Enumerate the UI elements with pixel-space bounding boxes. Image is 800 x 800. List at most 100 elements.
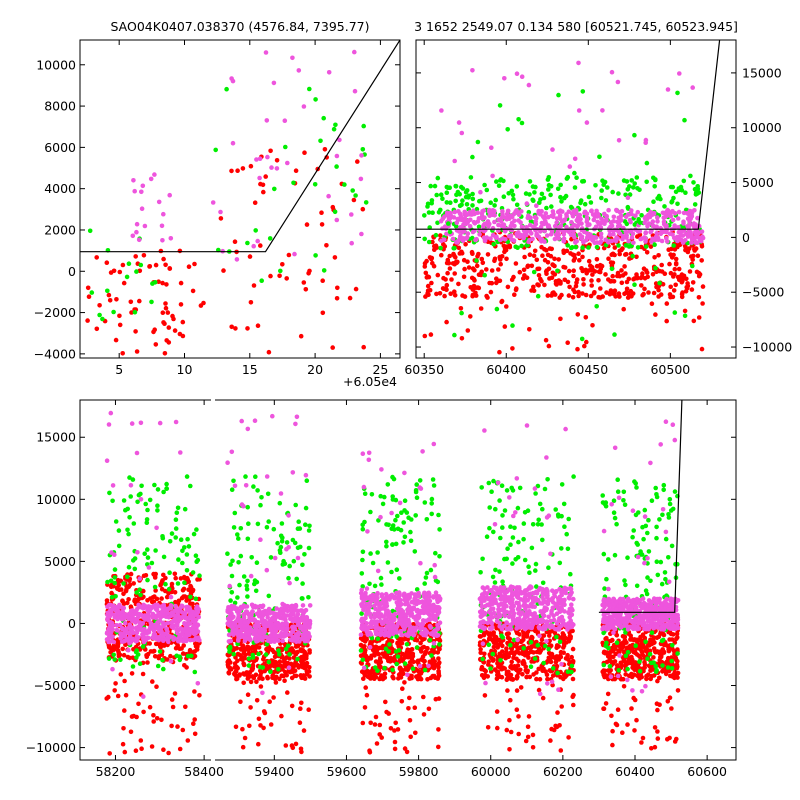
data-point (526, 82, 532, 88)
data-point (112, 567, 118, 572)
data-point (137, 576, 143, 581)
data-point (284, 276, 290, 281)
data-point (129, 310, 134, 315)
data-point (417, 663, 423, 669)
data-point (121, 652, 127, 658)
data-point (598, 231, 604, 237)
data-point (349, 212, 354, 217)
data-point (581, 178, 587, 184)
data-point (502, 324, 508, 329)
data-point (672, 310, 678, 315)
data-point (387, 628, 393, 633)
data-point (396, 593, 402, 599)
data-point (359, 661, 365, 666)
data-point (159, 629, 164, 634)
data-point (183, 615, 189, 621)
data-point (229, 607, 234, 612)
data-point (522, 254, 527, 260)
data-point (270, 673, 276, 678)
data-point (550, 262, 555, 267)
data-point (439, 252, 444, 258)
data-point (232, 239, 238, 244)
data-point (464, 188, 470, 193)
data-point (550, 209, 556, 214)
data-point (106, 643, 112, 648)
data-point (414, 674, 419, 679)
data-point (238, 553, 244, 559)
data-point (478, 306, 484, 311)
data-point (355, 159, 360, 164)
data-point (155, 487, 161, 492)
data-point (572, 170, 577, 176)
data-point (287, 656, 292, 661)
data-point (134, 221, 140, 227)
data-point (287, 580, 292, 586)
data-point (470, 229, 476, 235)
data-point (195, 610, 200, 615)
data-point (402, 470, 407, 476)
data-point (113, 594, 118, 599)
data-point (452, 261, 457, 267)
data-point (367, 644, 373, 650)
data-point (504, 304, 509, 309)
data-point (124, 630, 129, 635)
data-point (192, 717, 197, 722)
data-point (154, 684, 159, 689)
data-point (423, 618, 429, 624)
data-point (174, 623, 180, 629)
data-point (175, 611, 180, 617)
data-point (360, 206, 366, 212)
data-point (432, 574, 438, 580)
data-point (184, 474, 190, 479)
data-point (480, 260, 486, 266)
data-point (397, 576, 402, 581)
data-point (589, 264, 595, 270)
data-point (194, 527, 199, 532)
data-point (238, 526, 244, 531)
data-point (476, 216, 482, 221)
data-point (259, 278, 265, 284)
data-point (291, 558, 297, 564)
data-point (182, 580, 187, 585)
data-point (453, 198, 459, 204)
data-point (575, 346, 580, 352)
data-point (252, 200, 258, 205)
data-point (307, 623, 312, 628)
data-point (140, 671, 146, 677)
data-point (155, 663, 161, 669)
data-point (649, 301, 655, 307)
data-point (513, 261, 519, 266)
data-point (420, 654, 426, 659)
data-point (656, 237, 661, 242)
data-point (521, 267, 527, 273)
data-point (466, 195, 471, 200)
data-point (396, 648, 402, 653)
data-point (251, 604, 256, 610)
data-point (360, 584, 366, 589)
data-point (175, 724, 180, 729)
data-point (655, 219, 660, 224)
data-point (173, 645, 179, 651)
data-point (122, 678, 127, 684)
data-point (104, 260, 110, 266)
data-point (515, 245, 520, 250)
data-point (293, 741, 299, 747)
data-point (625, 204, 631, 210)
data-point (430, 663, 435, 668)
data-point (546, 182, 552, 188)
data-point (470, 203, 475, 208)
data-point (624, 179, 630, 184)
data-point (635, 186, 640, 191)
data-point (108, 608, 113, 613)
data-point (358, 648, 364, 653)
data-point (252, 578, 258, 583)
data-point (570, 214, 576, 219)
data-point (411, 632, 417, 638)
data-point (363, 596, 369, 601)
data-point (643, 137, 649, 143)
data-point (534, 215, 539, 221)
data-point (378, 575, 384, 581)
data-point (494, 306, 500, 312)
data-point (307, 268, 312, 274)
data-point (134, 229, 139, 235)
